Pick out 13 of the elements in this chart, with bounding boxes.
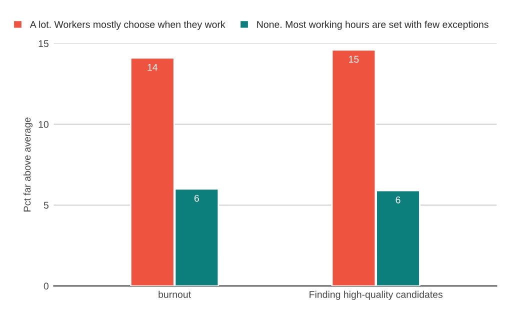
data-label: 15	[349, 56, 359, 63]
data-label: 6	[194, 194, 199, 202]
legend-label: None. Most working hours are set with few exceptions	[257, 20, 488, 30]
data-label: 6	[396, 196, 400, 204]
x-tick-label: Finding high-quality candidates	[310, 290, 443, 300]
y-tick-label: 15	[38, 40, 48, 48]
legend-label: A lot. Workers mostly choose when they work	[30, 20, 226, 30]
data-label: 14	[148, 64, 158, 71]
y-tick-label: 5	[44, 202, 48, 209]
y-tick-label: 0	[44, 282, 49, 290]
y-axis-title: Pct far above average	[23, 118, 33, 212]
y-tick-label: 10	[38, 121, 49, 128]
x-tick-label: burnout	[158, 290, 191, 298]
